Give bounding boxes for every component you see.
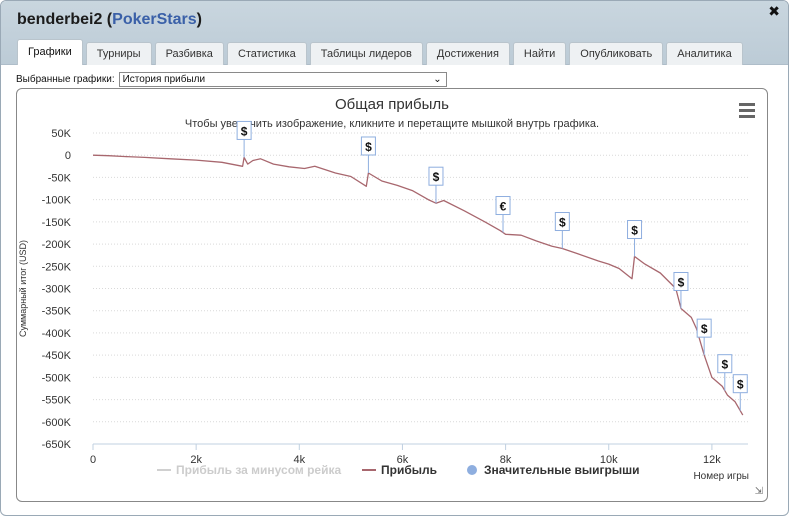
flag-box[interactable] bbox=[495, 196, 511, 216]
big-win-flag-label[interactable]: $ bbox=[365, 140, 372, 154]
x-tick-label: 2k bbox=[190, 454, 202, 466]
x-tick-label: 10k bbox=[600, 454, 618, 466]
legend-item-label[interactable]: Прибыль bbox=[381, 463, 437, 477]
y-tick-label: -150K bbox=[42, 217, 72, 229]
tab-graphs[interactable]: Графики bbox=[17, 39, 83, 65]
chevron-down-icon: ⌄ bbox=[433, 73, 442, 85]
y-tick-label: -100K bbox=[42, 195, 72, 207]
flag-box[interactable] bbox=[627, 220, 643, 240]
window-header: benderbei2 (PokerStars) ✖ Графики Турнир… bbox=[1, 1, 788, 65]
legend-item-label[interactable]: Прибыль за минусом рейка bbox=[176, 463, 341, 477]
y-tick-label: -250K bbox=[42, 261, 72, 273]
y-tick-label: -300K bbox=[42, 284, 72, 296]
player-name: benderbei2 bbox=[17, 11, 103, 28]
chart-selector-value: История прибыли bbox=[122, 73, 206, 85]
tab-achievements[interactable]: Достижения bbox=[425, 42, 510, 65]
big-win-flag-label[interactable]: $ bbox=[631, 224, 638, 238]
big-win-flag-label[interactable]: $ bbox=[701, 322, 708, 336]
y-tick-label: -450K bbox=[42, 350, 72, 362]
chart-selector-label: Выбранные графики: bbox=[16, 73, 115, 85]
close-icon[interactable]: ✖ bbox=[768, 3, 780, 19]
big-win-flag-label[interactable]: $ bbox=[737, 378, 744, 392]
profit-series-line[interactable] bbox=[92, 154, 744, 416]
y-tick-label: -350K bbox=[42, 306, 72, 318]
flag-box[interactable] bbox=[696, 318, 712, 338]
chart-container[interactable]: Общая прибыль Чтобы увеличить изображение… bbox=[16, 88, 768, 502]
tab-analytics[interactable]: Аналитика bbox=[666, 42, 743, 65]
flag-box[interactable] bbox=[554, 212, 570, 232]
y-axis-title: Суммарный итог (USD) bbox=[18, 240, 28, 337]
tab-tournaments[interactable]: Турниры bbox=[85, 42, 152, 65]
flag-box[interactable] bbox=[428, 166, 444, 186]
flag-box[interactable] bbox=[673, 271, 689, 291]
flag-box[interactable] bbox=[236, 120, 252, 140]
chart-title: Общая прибыль bbox=[335, 96, 449, 113]
y-tick-label: -550K bbox=[42, 395, 72, 407]
y-tick-label: -200K bbox=[42, 239, 72, 251]
resize-grip-icon[interactable]: ⇲ bbox=[754, 486, 763, 497]
flag-box[interactable] bbox=[360, 136, 376, 156]
x-axis-title: Номер игры bbox=[693, 471, 749, 482]
y-tick-label: -400K bbox=[42, 328, 72, 340]
tab-search[interactable]: Найти bbox=[512, 42, 567, 65]
profit-chart[interactable]: Общая прибыль Чтобы увеличить изображение… bbox=[17, 89, 767, 501]
big-win-flag-label[interactable]: $ bbox=[721, 358, 728, 372]
chart-subtitle: Чтобы увеличить изображение, кликните и … bbox=[185, 118, 599, 130]
tab-breakdown[interactable]: Разбивка bbox=[154, 42, 224, 65]
y-tick-label: -650K bbox=[42, 439, 72, 451]
legend-swatch[interactable] bbox=[467, 465, 477, 475]
flag-box[interactable] bbox=[732, 374, 748, 394]
flag-box[interactable] bbox=[717, 354, 733, 374]
y-tick-label: -600K bbox=[42, 417, 72, 429]
x-tick-label: 12k bbox=[703, 454, 721, 466]
x-tick-label: 0 bbox=[90, 454, 96, 466]
x-tick-label: 6k bbox=[397, 454, 409, 466]
x-tick-label: 8k bbox=[500, 454, 512, 466]
tab-bar: Графики Турниры Разбивка Статистика Табл… bbox=[17, 39, 743, 65]
chart-selector[interactable]: История прибыли ⌄ bbox=[118, 71, 447, 87]
y-tick-label: 50K bbox=[51, 128, 71, 140]
tab-statistics[interactable]: Статистика bbox=[226, 42, 307, 65]
tab-leaderboards[interactable]: Таблицы лидеров bbox=[309, 42, 423, 65]
x-tick-label: 4k bbox=[293, 454, 305, 466]
y-tick-label: 0 bbox=[65, 150, 71, 162]
big-win-flag-label[interactable]: $ bbox=[433, 170, 440, 184]
chart-selector-row: Выбранные графики: История прибыли ⌄ bbox=[16, 71, 447, 87]
big-win-flag-label[interactable]: € bbox=[500, 200, 507, 214]
y-tick-label: -50K bbox=[48, 172, 72, 184]
big-win-flag-label[interactable]: $ bbox=[678, 275, 685, 289]
tab-publish[interactable]: Опубликовать bbox=[569, 42, 664, 65]
window-title: benderbei2 (PokerStars) bbox=[17, 11, 202, 28]
legend-item-label[interactable]: Значительные выигрыши bbox=[484, 463, 640, 477]
y-tick-label: -500K bbox=[42, 372, 72, 384]
big-win-flag-label[interactable]: $ bbox=[241, 124, 248, 138]
chart-menu-icon[interactable] bbox=[739, 103, 755, 118]
big-win-flag-label[interactable]: $ bbox=[559, 216, 566, 230]
site-name: PokerStars bbox=[112, 11, 197, 28]
